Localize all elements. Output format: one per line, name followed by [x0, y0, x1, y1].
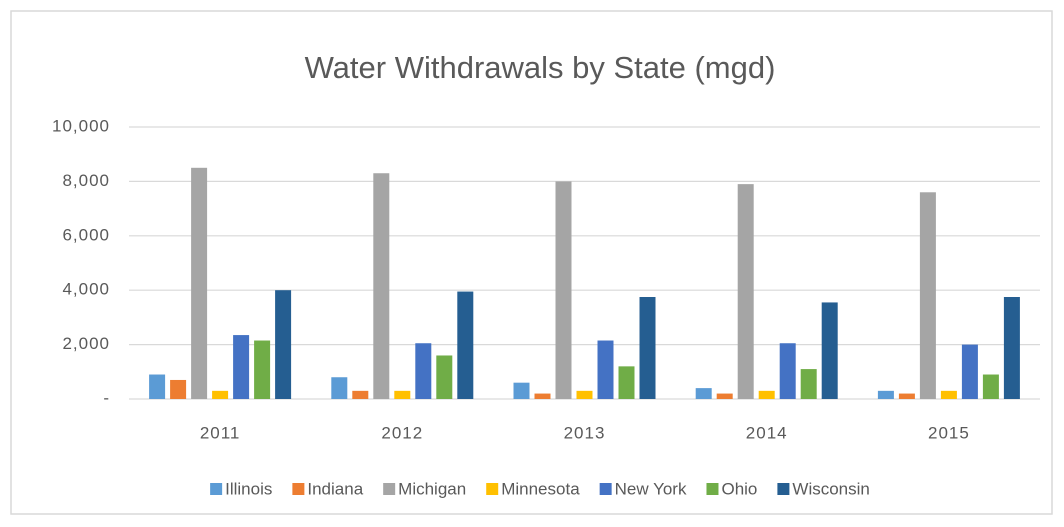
bar [233, 335, 250, 399]
bar [695, 388, 712, 399]
bar [275, 290, 292, 399]
legend-swatch [706, 483, 719, 495]
bar [254, 340, 271, 399]
y-tick-label: 6,000 [62, 225, 110, 244]
bar [800, 369, 817, 399]
bar [212, 390, 229, 399]
bar [639, 297, 656, 399]
bar [457, 291, 474, 399]
bar [758, 390, 775, 399]
bar [555, 181, 572, 399]
bar [940, 390, 957, 399]
legend-swatch [292, 483, 305, 495]
chart-border [10, 10, 1053, 515]
legend-label: Michigan [398, 479, 466, 498]
legend-swatch [210, 483, 223, 495]
legend-label: Wisconsin [792, 479, 869, 498]
y-tick-label: - [103, 388, 110, 407]
legend-swatch [383, 483, 396, 495]
bar [982, 374, 999, 399]
legend-label: Illinois [225, 479, 272, 498]
bar [576, 390, 593, 399]
bar [513, 382, 530, 399]
chart-title: Water Withdrawals by State (mgd) [305, 50, 776, 85]
legend-label: Minnesota [501, 479, 580, 498]
y-tick-label: 2,000 [62, 334, 110, 353]
legend-label: Ohio [721, 479, 757, 498]
bar [821, 302, 838, 399]
bar [779, 343, 796, 399]
x-tick-label: 2015 [928, 423, 970, 442]
bar [534, 393, 551, 399]
bar [394, 390, 411, 399]
bar [352, 390, 369, 399]
y-tick-label: 10,000 [52, 116, 110, 135]
legend: Illinois Indiana Michigan Minnesota New York… [210, 479, 870, 498]
bar [737, 184, 754, 399]
x-tick-label: 2013 [564, 423, 606, 442]
legend-swatch [486, 483, 499, 495]
legend-label: Indiana [307, 479, 363, 498]
bar [961, 344, 978, 399]
bar [618, 366, 635, 399]
bar [919, 192, 936, 399]
x-tick-label: 2012 [381, 423, 423, 442]
bar [191, 167, 208, 399]
bar [436, 355, 453, 399]
bar [149, 374, 166, 399]
legend-swatch [777, 483, 790, 495]
legend-swatch [599, 483, 612, 495]
y-tick-label: 4,000 [62, 280, 110, 299]
bar [331, 377, 348, 399]
x-tick-label: 2014 [746, 423, 788, 442]
bar [373, 173, 390, 399]
bar [597, 340, 614, 399]
legend-label: New York [615, 479, 687, 498]
y-tick-label: 8,000 [62, 171, 110, 190]
x-tick-label: 2011 [200, 423, 241, 442]
bar [415, 343, 432, 399]
bar [170, 379, 187, 399]
bar [898, 393, 915, 399]
bar [716, 393, 733, 399]
bar [877, 390, 894, 399]
bar [1003, 297, 1020, 399]
